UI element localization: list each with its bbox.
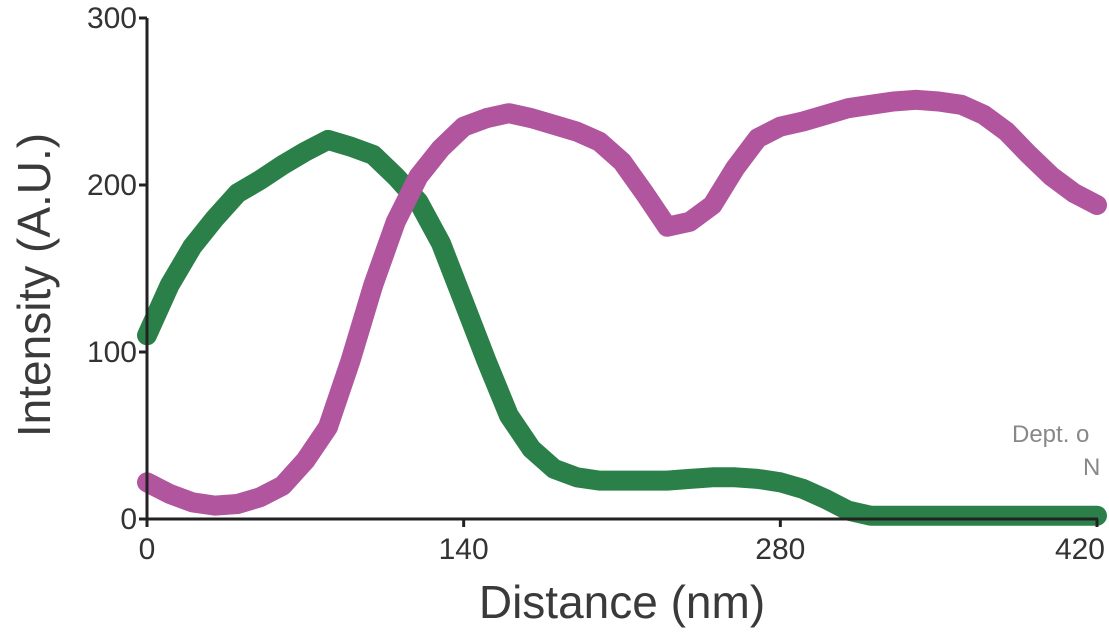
series-line-2 bbox=[137, 89, 1107, 516]
y-tick-label: 300 bbox=[87, 2, 137, 35]
y-ticks: 0 100 200 300 bbox=[87, 2, 147, 536]
y-axis-title: Intensity (A.U.) bbox=[8, 133, 60, 437]
series-layer bbox=[137, 89, 1107, 526]
y-tick-label: 100 bbox=[87, 336, 137, 369]
x-ticks: 0 140 280 420 bbox=[139, 519, 1105, 566]
x-tick-label: 140 bbox=[439, 533, 489, 566]
watermark-line-2: N bbox=[1083, 454, 1100, 481]
x-tick-label: 280 bbox=[755, 533, 805, 566]
series-line-1 bbox=[137, 129, 1107, 526]
x-tick-label: 420 bbox=[1055, 533, 1105, 566]
y-tick-label: 0 bbox=[120, 503, 137, 536]
y-tick-label: 200 bbox=[87, 169, 137, 202]
x-axis-title: Distance (nm) bbox=[479, 576, 765, 628]
watermark-line-1: Dept. o bbox=[1012, 421, 1089, 448]
x-tick-label: 0 bbox=[139, 533, 156, 566]
